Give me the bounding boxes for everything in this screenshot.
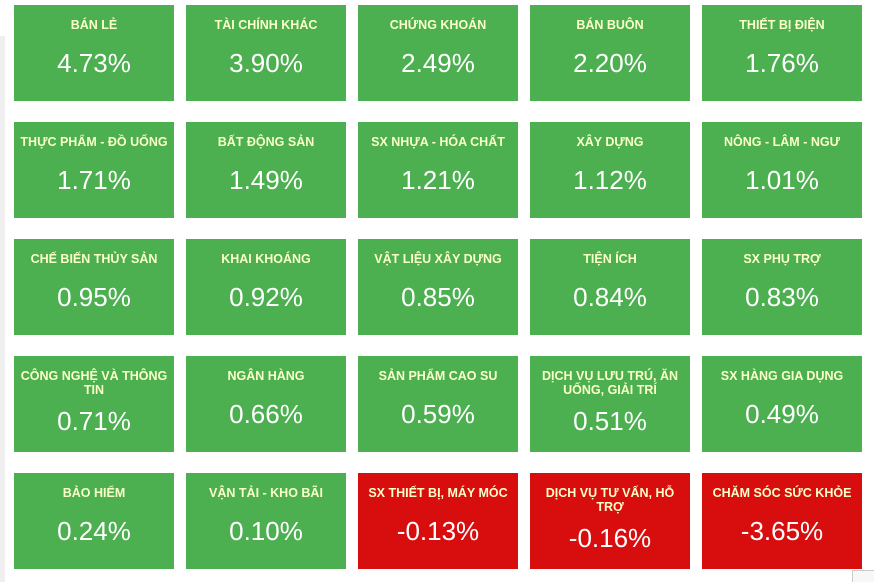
- sector-label: TIỆN ÍCH: [583, 252, 637, 266]
- sector-label: CHẾ BIẾN THỦY SẢN: [30, 252, 158, 266]
- sector-value: 0.92%: [229, 282, 303, 312]
- sector-tile[interactable]: NGÂN HÀNG 0.66%: [186, 356, 346, 452]
- sector-value: 0.85%: [401, 282, 475, 312]
- sector-label: THỰC PHẨM - ĐỒ UỐNG: [20, 135, 168, 149]
- sector-value: 1.21%: [401, 165, 475, 195]
- sector-value: 0.24%: [57, 516, 131, 546]
- sector-tile[interactable]: CHẾ BIẾN THỦY SẢN 0.95%: [14, 239, 174, 335]
- sector-value: 0.95%: [57, 282, 131, 312]
- sector-tile[interactable]: TIỆN ÍCH 0.84%: [530, 239, 690, 335]
- sector-value: 3.90%: [229, 48, 303, 78]
- sector-tile[interactable]: THIẾT BỊ ĐIỆN 1.76%: [702, 5, 862, 101]
- sector-value: -3.65%: [740, 516, 824, 546]
- sector-value: -0.13%: [396, 516, 480, 546]
- sector-tile[interactable]: XÂY DỰNG 1.12%: [530, 122, 690, 218]
- sector-label: SX PHỤ TRỢ: [743, 252, 821, 266]
- sector-tile[interactable]: CÔNG NGHỆ VÀ THÔNG TIN 0.71%: [14, 356, 174, 452]
- sector-grid: BÁN LẺ 4.73% TÀI CHÍNH KHÁC 3.90% CHỨNG …: [14, 5, 862, 569]
- sector-label: SX THIẾT BỊ, MÁY MÓC: [368, 486, 508, 500]
- sector-label: VẬT LIỆU XÂY DỰNG: [374, 252, 502, 266]
- sector-tile[interactable]: TÀI CHÍNH KHÁC 3.90%: [186, 5, 346, 101]
- sector-value: 1.01%: [745, 165, 819, 195]
- sector-label: BẢO HIỂM: [62, 486, 126, 500]
- sector-tile[interactable]: CHĂM SÓC SỨC KHỎE -3.65%: [702, 473, 862, 569]
- sector-tile[interactable]: SX HÀNG GIA DỤNG 0.49%: [702, 356, 862, 452]
- sector-tile[interactable]: KHAI KHOÁNG 0.92%: [186, 239, 346, 335]
- sector-label: TÀI CHÍNH KHÁC: [214, 18, 318, 32]
- sector-tile[interactable]: BẢO HIỂM 0.24%: [14, 473, 174, 569]
- sector-tile[interactable]: NÔNG - LÂM - NGƯ 1.01%: [702, 122, 862, 218]
- sector-label: BÁN LẺ: [70, 18, 118, 32]
- sector-value: 0.66%: [229, 399, 303, 429]
- sector-value: 0.84%: [573, 282, 647, 312]
- sector-tile[interactable]: CHỨNG KHOÁN 2.49%: [358, 5, 518, 101]
- sector-value: 0.59%: [401, 399, 475, 429]
- sector-value: 0.71%: [57, 406, 131, 436]
- sector-tile[interactable]: SX PHỤ TRỢ 0.83%: [702, 239, 862, 335]
- sector-label: SẢN PHẨM CAO SU: [378, 369, 498, 383]
- sector-label: SX NHỰA - HÓA CHẤT: [371, 135, 505, 149]
- sector-label: KHAI KHOÁNG: [221, 252, 311, 266]
- sector-tile[interactable]: BÁN LẺ 4.73%: [14, 5, 174, 101]
- sector-value: 2.20%: [573, 48, 647, 78]
- sector-label: BẤT ĐỘNG SẢN: [217, 135, 315, 149]
- sector-label: DỊCH VỤ LƯU TRÚ, ĂN UỐNG, GIẢI TRÍ: [541, 369, 679, 397]
- sector-value: 4.73%: [57, 48, 131, 78]
- sector-tile[interactable]: VẬN TẢI - KHO BÃI 0.10%: [186, 473, 346, 569]
- sector-label: XÂY DỰNG: [576, 135, 644, 149]
- sector-tile[interactable]: VẬT LIỆU XÂY DỰNG 0.85%: [358, 239, 518, 335]
- sector-tile[interactable]: BẤT ĐỘNG SẢN 1.49%: [186, 122, 346, 218]
- sector-value: 0.49%: [745, 399, 819, 429]
- left-edge-artifact: [0, 36, 5, 582]
- sector-value: -0.16%: [568, 523, 652, 553]
- sector-label: NÔNG - LÂM - NGƯ: [724, 135, 840, 149]
- sector-value: 1.76%: [745, 48, 819, 78]
- sector-label: BÁN BUÔN: [576, 18, 644, 32]
- sector-label: SX HÀNG GIA DỤNG: [720, 369, 844, 383]
- sector-tile[interactable]: BÁN BUÔN 2.20%: [530, 5, 690, 101]
- sector-tile[interactable]: SX NHỰA - HÓA CHẤT 1.21%: [358, 122, 518, 218]
- sector-label: THIẾT BỊ ĐIỆN: [739, 18, 825, 32]
- corner-widget-fragment: [852, 570, 874, 582]
- sector-value: 0.10%: [229, 516, 303, 546]
- sector-value: 0.83%: [745, 282, 819, 312]
- sector-tile[interactable]: DỊCH VỤ LƯU TRÚ, ĂN UỐNG, GIẢI TRÍ 0.51%: [530, 356, 690, 452]
- sector-value: 1.12%: [573, 165, 647, 195]
- sector-tile[interactable]: DỊCH VỤ TƯ VẤN, HỖ TRỢ -0.16%: [530, 473, 690, 569]
- sector-tile[interactable]: SX THIẾT BỊ, MÁY MÓC -0.13%: [358, 473, 518, 569]
- sector-label: CHĂM SÓC SỨC KHỎE: [712, 486, 852, 500]
- sector-value: 2.49%: [401, 48, 475, 78]
- sector-label: CHỨNG KHOÁN: [389, 18, 487, 32]
- sector-label: VẬN TẢI - KHO BÃI: [209, 486, 323, 500]
- sector-label: CÔNG NGHỆ VÀ THÔNG TIN: [20, 369, 168, 397]
- sector-value: 1.49%: [229, 165, 303, 195]
- sector-tile[interactable]: SẢN PHẨM CAO SU 0.59%: [358, 356, 518, 452]
- sector-label: NGÂN HÀNG: [227, 369, 305, 383]
- sector-value: 0.51%: [573, 406, 647, 436]
- sector-value: 1.71%: [57, 165, 131, 195]
- sector-tile[interactable]: THỰC PHẨM - ĐỒ UỐNG 1.71%: [14, 122, 174, 218]
- sector-label: DỊCH VỤ TƯ VẤN, HỖ TRỢ: [545, 486, 675, 514]
